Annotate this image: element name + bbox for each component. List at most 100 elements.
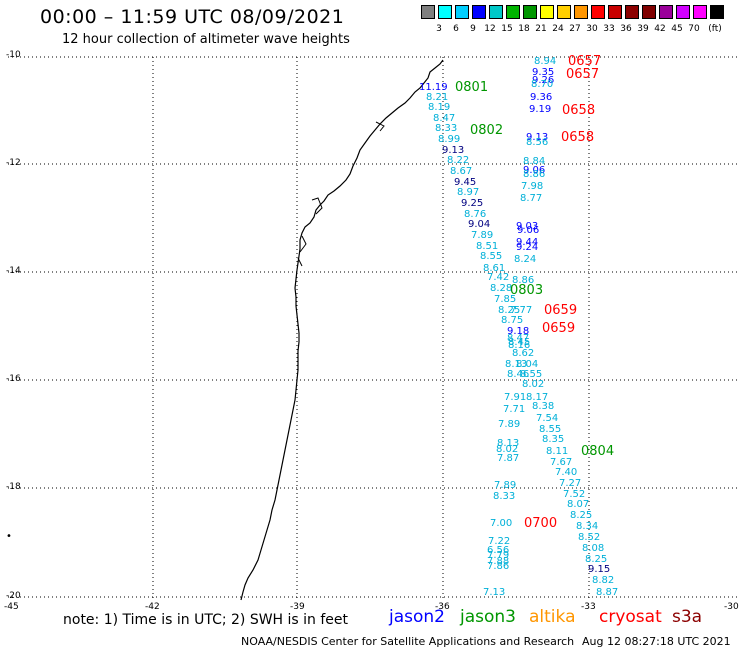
legend-swatch	[438, 5, 452, 19]
wave-height-label: 8.25	[498, 305, 521, 316]
wave-height-label: 8.21	[426, 92, 449, 103]
wave-height-label: 9.15	[588, 564, 611, 575]
pass-time-label: 0658	[562, 103, 596, 118]
legend-swatch	[625, 5, 639, 19]
wave-height-label: 7.89	[494, 480, 517, 491]
wave-height-label: 8.24	[514, 254, 537, 265]
legend-tick: 15	[501, 24, 513, 34]
wave-height-label: 8.17	[526, 392, 549, 403]
wave-height-label: 7.67	[550, 457, 573, 468]
wave-height-label: 8.16	[508, 340, 531, 351]
wave-height-label: 7.40	[555, 467, 578, 478]
y-axis-label: -14	[6, 266, 21, 276]
wave-height-label: 8.99	[438, 134, 461, 145]
legend-swatch	[642, 5, 656, 19]
legend-swatch	[608, 5, 622, 19]
wave-height-label: 8.47	[507, 333, 530, 344]
wave-height-label: 7.87	[497, 453, 520, 464]
bay-inlet	[297, 121, 385, 267]
pass-time-label: 0804	[581, 444, 615, 459]
wave-height-label: 8.51	[476, 241, 499, 252]
wave-height-label: 8.55	[480, 251, 503, 262]
wave-height-label: 8.77	[520, 193, 543, 204]
wave-height-label: 7.00	[490, 518, 513, 529]
x-axis-label: -30	[724, 602, 739, 612]
y-axis-label: -10	[6, 50, 21, 60]
wave-height-label: 7.89	[498, 419, 521, 430]
wave-height-label: 9.44	[516, 237, 539, 248]
pass-time-label: 0659	[544, 303, 578, 318]
wave-height-label: 8.55	[520, 369, 543, 380]
legend-tick: 6	[453, 24, 459, 34]
legend-swatch	[523, 5, 537, 19]
legend-tick: 45	[671, 24, 683, 34]
wave-height-label: 8.97	[457, 187, 480, 198]
wave-height-label: 8.04	[516, 359, 539, 370]
legend-swatch	[506, 5, 520, 19]
wave-height-label: 7.54	[536, 413, 559, 424]
legend-tick: 24	[552, 24, 564, 34]
legend-swatch	[421, 5, 435, 19]
wave-height-label: 9.06	[523, 165, 546, 176]
wave-height-label: 8.86	[512, 275, 535, 286]
pass-time-label: 0657	[566, 67, 600, 82]
wave-height-label: 8.55	[539, 424, 562, 435]
page-title: 00:00 – 11:59 UTC 08/09/2021	[40, 6, 345, 28]
legend-tick: 70	[688, 24, 700, 34]
wave-height-label: 8.02	[496, 444, 519, 455]
y-axis-label: -20	[6, 591, 21, 601]
wave-height-label: 7.86	[487, 561, 510, 572]
wave-height-label: 8.08	[582, 543, 605, 554]
legend-unit: (ft)	[708, 24, 722, 34]
page-subtitle: 12 hour collection of altimeter wave hei…	[62, 32, 350, 47]
wave-height-label: 9.13	[526, 132, 549, 143]
wave-height-label: 8.62	[512, 348, 535, 359]
satellite-jason2: jason2	[389, 607, 445, 627]
satellite-s3a: s3a	[672, 607, 703, 627]
wave-height-label: 8.47	[433, 113, 456, 124]
legend-swatch	[455, 5, 469, 19]
wave-height-label: 9.35	[532, 67, 555, 78]
footer-timestamp: Aug 12 08:27:18 UTC 2021	[582, 635, 731, 648]
y-axis-label: -12	[6, 158, 21, 168]
wave-height-label: 7.98	[521, 181, 544, 192]
wave-height-label: 7.27	[559, 478, 582, 489]
legend-tick: 36	[620, 24, 632, 34]
wave-height-label: 7.89	[471, 230, 494, 241]
wave-height-label: 8.87	[596, 587, 619, 598]
wave-height-label: 8.33	[493, 491, 516, 502]
pass-time-label: 0802	[470, 123, 504, 138]
wave-height-label: 8.52	[578, 532, 601, 543]
y-axis-label: -18	[6, 482, 21, 492]
wave-height-label: 9.04	[468, 219, 491, 230]
legend-swatch	[557, 5, 571, 19]
x-axis-label: -33	[581, 602, 596, 612]
wave-height-label: 9.19	[529, 104, 552, 115]
wave-height-label: 8.28	[490, 283, 513, 294]
legend-tick: 39	[637, 24, 649, 34]
wave-height-label: 7.79	[487, 550, 510, 561]
wave-height-label: 8.07	[567, 499, 590, 510]
wave-height-label: 7.22	[488, 536, 511, 547]
wave-height-label: 8.67	[450, 166, 473, 177]
wave-height-label: 8.11	[546, 446, 569, 457]
x-axis-label: -39	[290, 602, 305, 612]
wave-height-label: 8.22	[447, 155, 470, 166]
pass-time-label: 0803	[510, 283, 544, 298]
legend-swatch	[489, 5, 503, 19]
legend-tick: 18	[518, 24, 530, 34]
wave-height-label: 6.56	[487, 545, 510, 556]
wave-height-label: 8.61	[483, 263, 506, 274]
wave-height-label: 7.85	[494, 294, 517, 305]
y-axis-label: -16	[6, 374, 21, 384]
wave-height-label: 8.33	[435, 123, 458, 134]
legend-swatch	[472, 5, 486, 19]
wave-height-label: 8.70	[531, 79, 554, 90]
wave-height-label: 7.88	[487, 556, 510, 567]
pass-time-label: 0657	[568, 54, 602, 69]
wave-height-label: 8.84	[523, 156, 546, 167]
legend-tick: 9	[470, 24, 476, 34]
satellite-cryosat: cryosat	[599, 607, 662, 627]
pass-time-label: 0700	[524, 516, 558, 531]
wave-height-label: 9.26	[532, 75, 555, 86]
